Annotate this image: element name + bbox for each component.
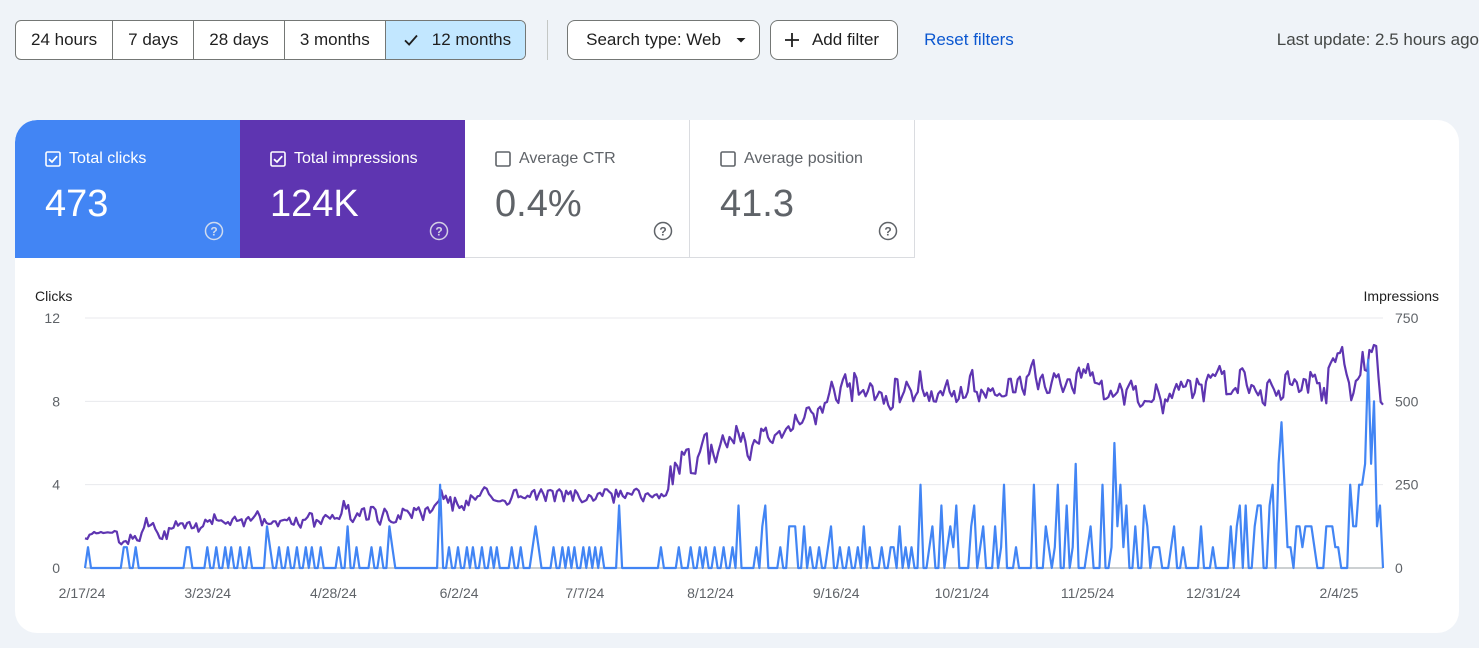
add-filter-label: Add filter (811, 30, 880, 49)
metric-value: 0.4% (495, 183, 582, 225)
x-tick-label: 3/23/24 (184, 585, 231, 601)
check-icon (404, 34, 418, 46)
checkbox-unchecked-icon (495, 151, 511, 167)
metric-value: 41.3 (720, 183, 794, 225)
caret-down-icon (736, 38, 746, 43)
checkbox-unchecked-icon (720, 151, 736, 167)
search-type-dropdown[interactable]: Search type: Web (567, 20, 760, 60)
checkbox-checked-icon (45, 151, 61, 167)
series-line-clicks (83, 358, 1385, 570)
metric-value: 473 (45, 183, 109, 225)
range-3-months[interactable]: 3 months (285, 21, 386, 59)
left-y-tick-label: 8 (52, 393, 60, 409)
left-y-tick-label: 0 (52, 560, 60, 576)
filter-toolbar: 24 hours 7 days 28 days 3 months 12 mont… (15, 20, 1014, 60)
svg-text:?: ? (435, 225, 442, 239)
search-type-label: Search type: Web (586, 30, 721, 49)
left-y-tick-label: 12 (44, 310, 60, 326)
metric-average-ctr[interactable]: Average CTR 0.4% ? (465, 120, 690, 258)
range-12-months-label: 12 months (431, 30, 512, 49)
checkbox-checked-icon (270, 151, 286, 167)
metric-label: Total impressions (294, 150, 418, 167)
reset-filters-link[interactable]: Reset filters (924, 30, 1014, 49)
x-tick-label: 4/28/24 (310, 585, 357, 601)
series-line-impressions (84, 343, 1384, 546)
x-tick-label: 11/25/24 (1061, 585, 1115, 601)
line-chart: 0 4 8 12 0 250 500 750 2/17/24 3/23/24 4/28/24 6/… (35, 288, 1439, 601)
x-tick-label: 2/4/25 (1320, 585, 1359, 601)
right-y-tick-label: 500 (1395, 393, 1419, 409)
svg-text:?: ? (210, 225, 217, 239)
right-y-tick-label: 0 (1395, 560, 1403, 576)
metric-label: Average CTR (519, 150, 616, 167)
right-y-tick-label: 750 (1395, 310, 1419, 326)
toolbar-divider (547, 20, 549, 60)
svg-text:?: ? (659, 225, 666, 239)
x-tick-label: 12/31/24 (1186, 585, 1241, 601)
x-tick-label: 2/17/24 (59, 585, 106, 601)
help-icon[interactable]: ? (878, 221, 898, 241)
metric-total-impressions[interactable]: Total impressions 124K ? (240, 120, 465, 258)
x-tick-label: 6/2/24 (440, 585, 479, 601)
help-icon[interactable]: ? (653, 221, 673, 241)
svg-text:?: ? (884, 225, 891, 239)
x-tick-label: 10/21/24 (935, 585, 990, 601)
plus-icon (784, 33, 799, 47)
help-icon[interactable]: ? (429, 221, 449, 241)
metric-total-clicks[interactable]: Total clicks 473 ? (15, 120, 240, 258)
range-24-hours[interactable]: 24 hours (16, 21, 114, 59)
help-icon[interactable]: ? (204, 221, 224, 241)
add-filter-button[interactable]: Add filter (769, 20, 899, 60)
metric-label: Average position (744, 150, 863, 167)
performance-chart: 0 4 8 12 0 250 500 750 2/17/24 3/23/24 4/28/24 6/… (15, 278, 1459, 633)
last-update-text: Last update: 2.5 hours ago (1276, 30, 1479, 49)
x-tick-label: 9/16/24 (813, 585, 860, 601)
date-range-selector: 24 hours 7 days 28 days 3 months 12 mont… (15, 20, 527, 60)
range-12-months[interactable]: 12 months (385, 21, 526, 59)
x-tick-label: 7/7/24 (565, 585, 604, 601)
metric-tiles: Total clicks 473 ? Total impressions 124… (15, 120, 915, 258)
x-tick-label: 8/12/24 (687, 585, 734, 601)
right-axis-label: Impressions (1364, 288, 1439, 304)
range-28-days[interactable]: 28 days (194, 21, 285, 59)
left-axis-label: Clicks (35, 288, 72, 304)
metric-label: Total clicks (69, 150, 147, 167)
left-y-tick-label: 4 (52, 477, 60, 493)
right-y-tick-label: 250 (1395, 477, 1419, 493)
metric-value: 124K (270, 183, 359, 225)
range-7-days[interactable]: 7 days (113, 21, 195, 59)
metric-average-position[interactable]: Average position 41.3 ? (690, 120, 915, 258)
performance-card: Total clicks 473 ? Total impressions 124… (15, 120, 1459, 633)
